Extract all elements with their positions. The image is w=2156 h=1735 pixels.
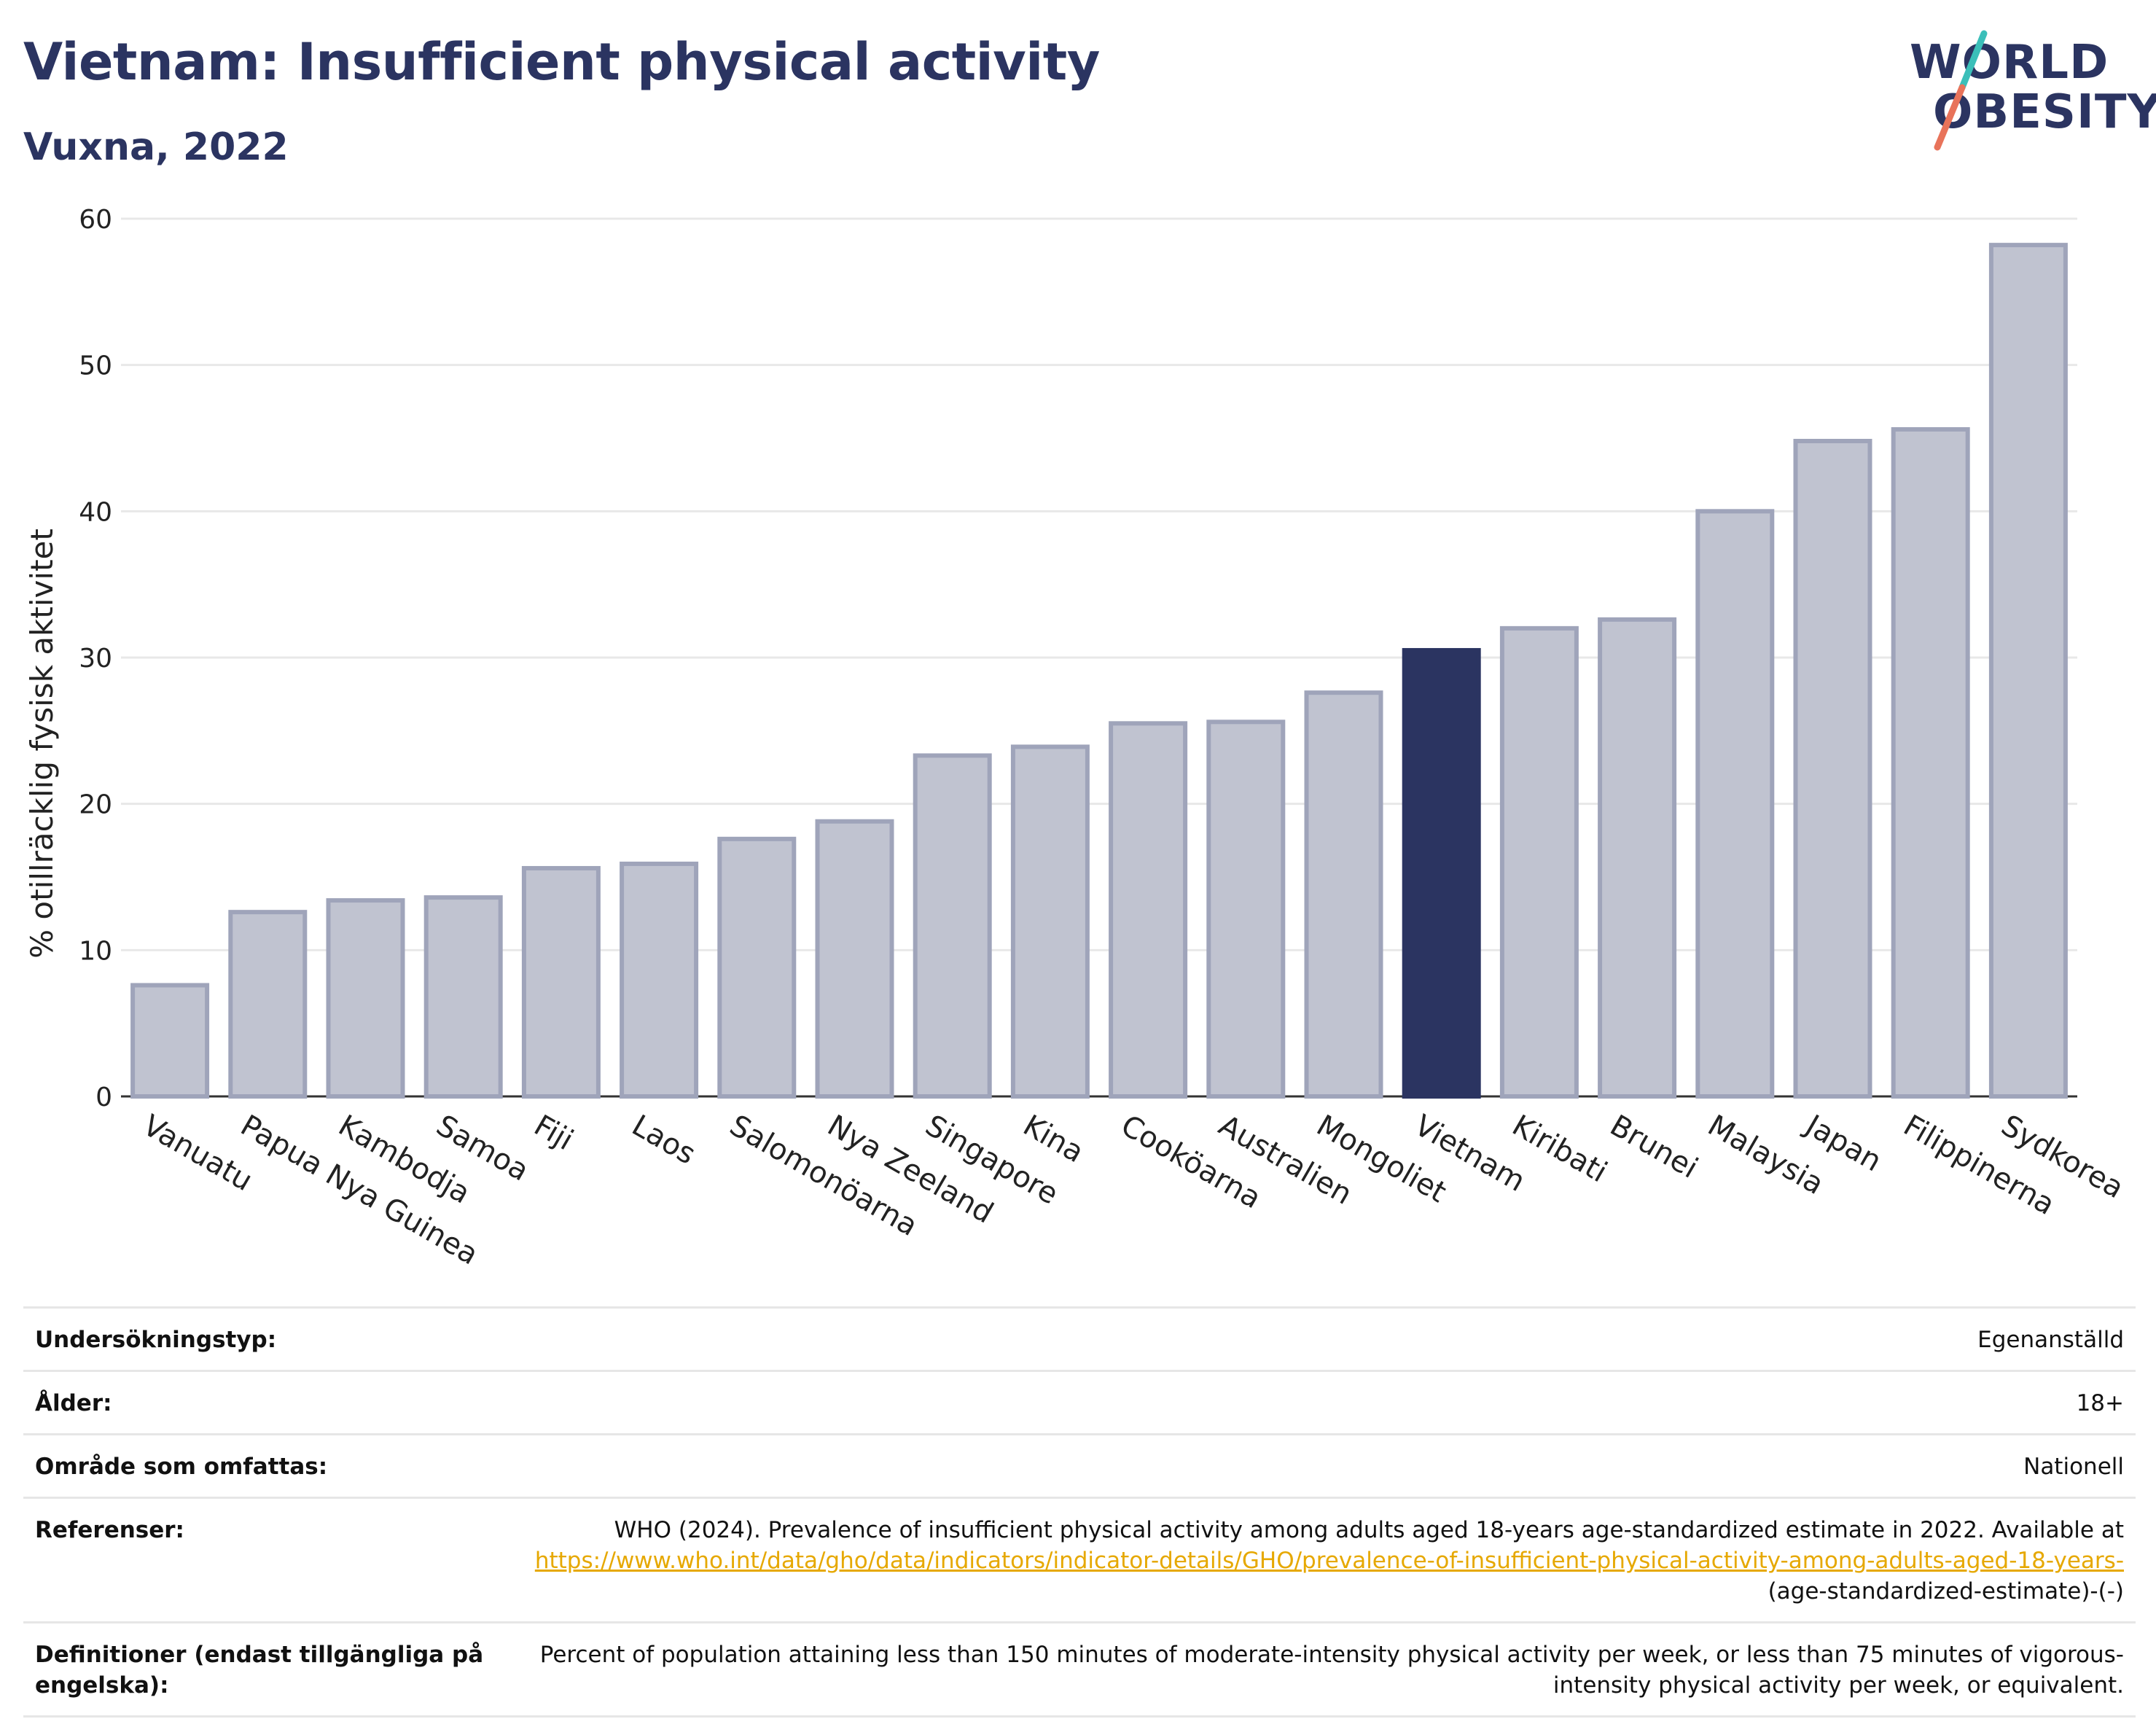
bar-salomonöarna: [717, 836, 797, 1099]
info-label: Definitioner (endast tillgängliga på eng…: [35, 1642, 484, 1699]
y-tick-label: 30: [79, 644, 112, 674]
bar-laos: [620, 861, 699, 1099]
chart-title: Vietnam: Insufficient physical activity: [23, 32, 1100, 92]
info-label: Område som omfattas:: [35, 1454, 328, 1480]
bar-cooköarna: [1109, 721, 1188, 1099]
bar-kiribati: [1499, 625, 1579, 1099]
x-tick-label: Brunei: [1604, 1109, 1703, 1185]
y-tick-label: 0: [95, 1083, 112, 1112]
y-tick-label: 10: [79, 936, 112, 966]
logo-slash-icon: [1934, 30, 1988, 151]
info-value: Nationell: [487, 1451, 2124, 1482]
bar-japan: [1793, 439, 1872, 1099]
bar-samoa: [423, 895, 503, 1099]
info-row: Referenser: WHO (2024). Prevalence of ins…: [23, 1497, 2136, 1621]
bar-vanuatu: [130, 983, 210, 1099]
info-value-text: WHO (2024). Prevalence of insufficient p…: [614, 1517, 2124, 1543]
x-tick-label: Laos: [626, 1109, 701, 1171]
y-tick-label: 20: [79, 790, 112, 820]
x-tick-label: Fiji: [528, 1109, 579, 1158]
info-value: WHO (2024). Prevalence of insufficient p…: [487, 1515, 2124, 1607]
info-value-text: Nationell: [2023, 1454, 2124, 1480]
bar-kina: [1010, 744, 1090, 1099]
info-label: Ålder:: [35, 1390, 112, 1416]
bar-malaysia: [1695, 509, 1775, 1099]
info-label: Referenser:: [35, 1517, 184, 1543]
y-axis: 0 10 20 30 40 50 60: [79, 205, 112, 1112]
bar-kambodja: [326, 898, 405, 1099]
bar-singapore: [913, 753, 992, 1099]
bar-fiji: [521, 865, 601, 1099]
y-tick-label: 40: [79, 497, 112, 527]
bar-vietnam: [1402, 647, 1481, 1099]
y-axis-label: % otillräcklig fysisk aktivitet: [24, 529, 60, 959]
info-row: Definitioner (endast tillgängliga på eng…: [23, 1621, 2136, 1718]
bar-papua-nya-guinea: [228, 910, 308, 1099]
info-value: Egenanställd: [487, 1325, 2124, 1355]
gridlines: [121, 217, 2077, 1098]
bar-australien: [1206, 720, 1286, 1099]
bar-mongoliet: [1304, 690, 1383, 1099]
bar-sydkorea: [1988, 243, 2068, 1099]
bar-filippinerna: [1891, 426, 1970, 1099]
x-tick-label: Vanuatu: [137, 1109, 258, 1198]
y-tick-label: 50: [79, 351, 112, 381]
info-value: Percent of population attaining less tha…: [487, 1640, 2124, 1701]
world-obesity-logo: WORLD OBESITY: [1902, 29, 2156, 160]
x-tick-label: Kina: [1018, 1109, 1090, 1169]
info-row: Undersökningstyp: Egenanställd: [23, 1306, 2136, 1370]
info-value: 18+: [487, 1388, 2124, 1419]
reference-suffix: (age-standardized-estimate)-(-): [1768, 1578, 2124, 1605]
info-value-text: 18+: [2076, 1390, 2124, 1416]
logo-line2: OBESITY: [1933, 85, 2156, 139]
reference-link[interactable]: https://www.who.int/data/gho/data/indica…: [534, 1548, 2124, 1574]
y-tick-label: 60: [79, 205, 112, 235]
logo-line1: WORLD: [1910, 36, 2109, 90]
bars: [130, 243, 2068, 1099]
bar-nya-zeeland: [815, 819, 894, 1099]
info-table: Undersökningstyp: Egenanställd Ålder: 18+ Om…: [23, 1306, 2136, 1718]
bar-brunei: [1598, 617, 1677, 1099]
chart-subtitle: Vuxna, 2022: [23, 125, 289, 169]
info-value-text: Percent of population attaining less tha…: [539, 1642, 2124, 1699]
info-row: Område som omfattas: Nationell: [23, 1433, 2136, 1497]
info-value-text: Egenanställd: [1977, 1327, 2124, 1353]
info-row: Ålder: 18+: [23, 1370, 2136, 1433]
info-label: Undersökningstyp:: [35, 1327, 277, 1353]
